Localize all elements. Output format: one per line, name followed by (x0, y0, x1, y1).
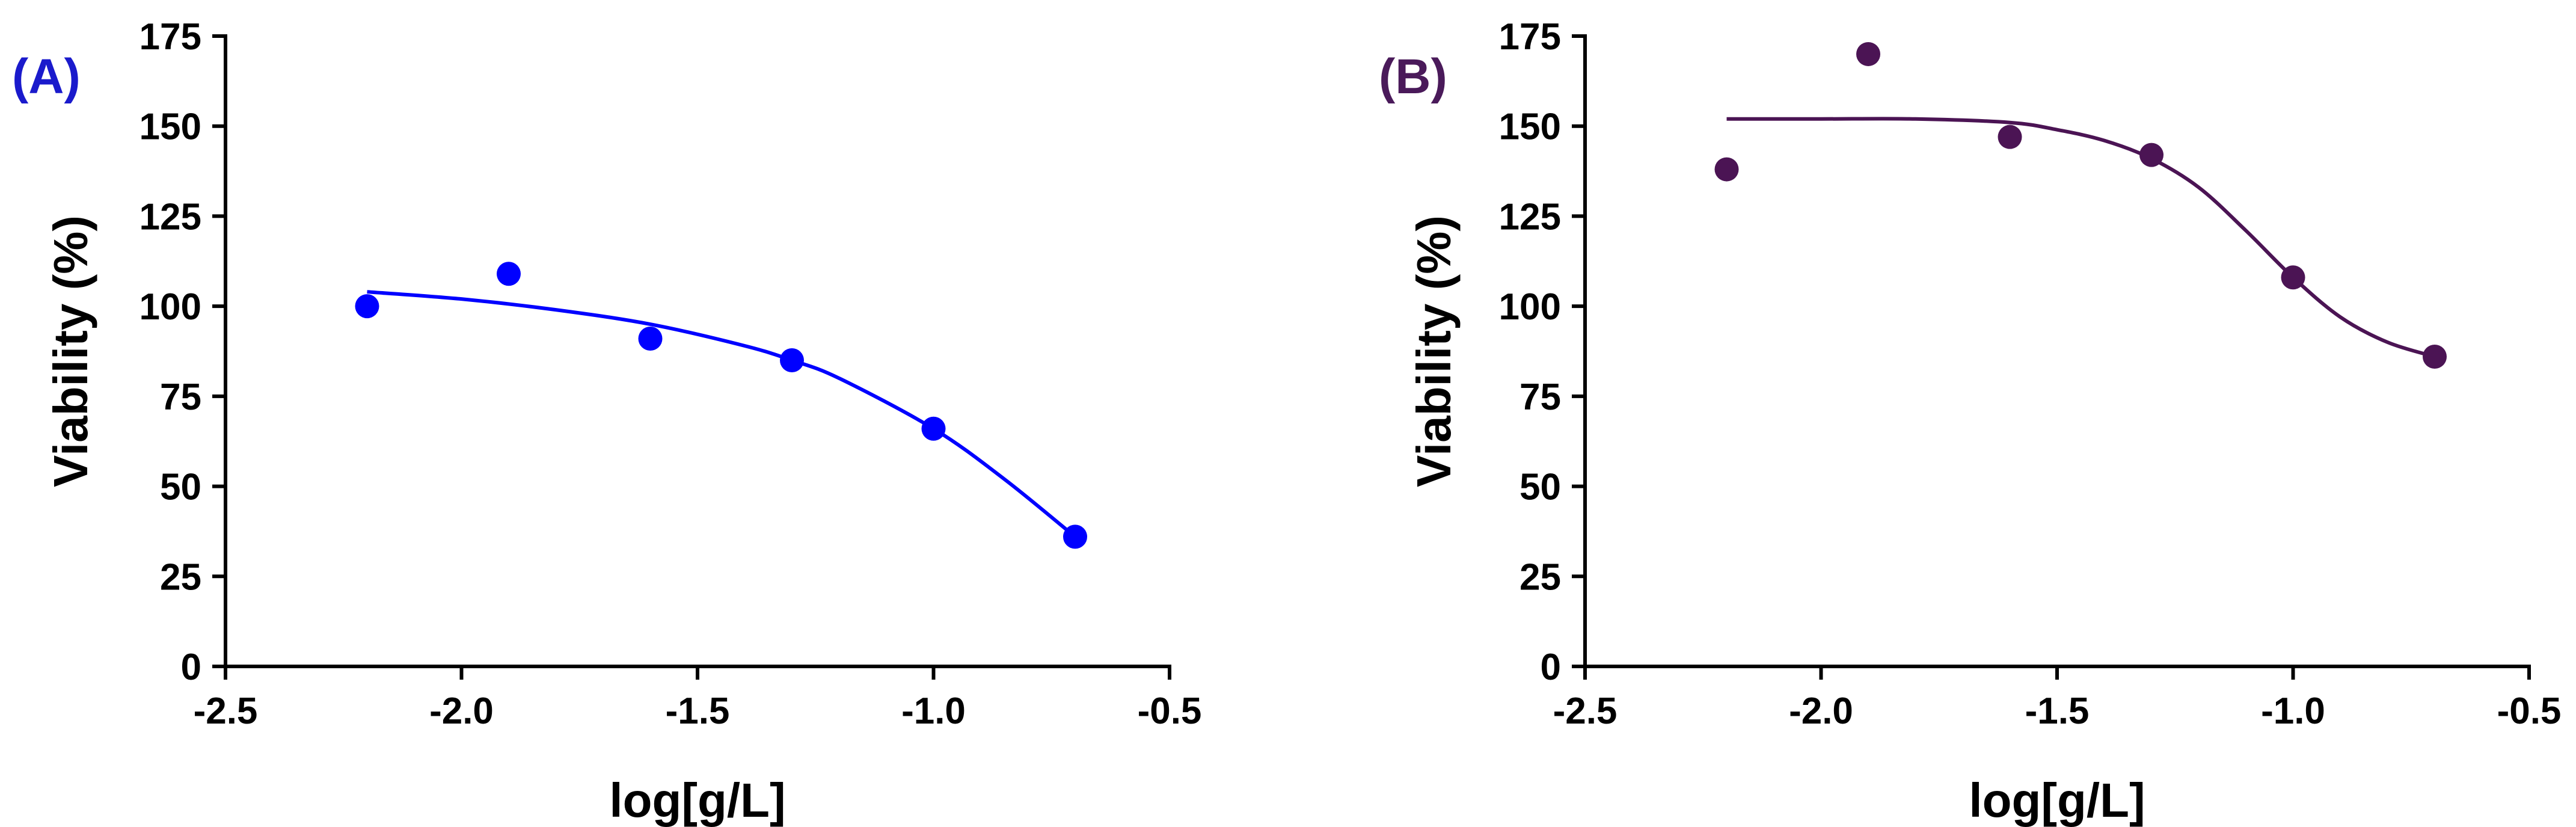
panel-b-fit-curve (1726, 117, 2435, 358)
panel-a-data-point (355, 294, 379, 319)
panel-b-data-point (1714, 157, 1739, 182)
panel-a-plot: 0 25 50 75 100 125 150 175 -2.5 -2.0 -1.5 -1.0 -0.5 (140, 16, 1202, 732)
panel-a-data-point (780, 348, 804, 372)
panel-b-x-tick-label: -2.5 (1553, 690, 1618, 732)
panel-b-data-point (1856, 42, 1880, 66)
panel-a-data-point (1063, 524, 1087, 549)
panel-a-x-tick-label: -0.5 (1138, 690, 1202, 732)
panel-a-x-tick-label: -2.5 (194, 690, 258, 732)
panel-b-y-tick-label: 50 (1520, 467, 1561, 508)
panel-a-data-point (921, 416, 946, 441)
panel-a-x-tick-label: -1.5 (666, 690, 730, 732)
panel-a-data-point (638, 327, 663, 351)
panel-b-data-point (2423, 344, 2447, 369)
panel-a-y-tick-label: 175 (140, 16, 201, 58)
panel-b-x-tick-label: -0.5 (2497, 690, 2562, 732)
panel-b-data-point (2139, 143, 2164, 167)
panel-a-y-tick-label: 75 (160, 377, 201, 418)
panel-b-x-axis-title: log[g/L] (1969, 773, 2145, 827)
panel-a-data-point (497, 262, 521, 286)
panel-a-y-tick-label: 125 (140, 196, 201, 238)
panel-b-y-tick-label: 125 (1499, 196, 1561, 238)
panel-a-x-axis-title: log[g/L] (609, 773, 785, 827)
panel-b-y-tick-label: 25 (1520, 556, 1561, 598)
panel-a-y-tick-label: 25 (160, 556, 201, 598)
panel-b-data-point (2281, 265, 2305, 290)
panel-b-x-tick-label: -2.0 (1789, 690, 1853, 732)
panel-a-y-tick-label: 150 (140, 106, 201, 148)
panel-b-x-tick-label: -1.5 (2025, 690, 2090, 732)
chart-panel-b: (B) 0 25 50 75 100 125 150 175 -2.5 -2.0 -1.5 -1.0 -… (1379, 16, 2561, 827)
panel-b-label: (B) (1379, 49, 1447, 104)
panel-a-x-tick-label: -1.0 (901, 690, 966, 732)
panel-b-y-tick-label: 75 (1520, 377, 1561, 418)
panel-b-y-axis-title: Viability (%) (1407, 215, 1461, 487)
panel-a-y-tick-label: 0 (181, 647, 201, 688)
panel-b-y-tick-label: 150 (1499, 106, 1561, 148)
panel-a-x-tick-label: -2.0 (429, 690, 494, 732)
panel-b-plot: 0 25 50 75 100 125 150 175 -2.5 -2.0 -1.5 -1.0 -0.5 (1499, 16, 2562, 732)
panel-b-y-tick-label: 100 (1499, 286, 1561, 328)
panel-a-y-tick-label: 100 (140, 286, 201, 328)
panel-b-y-tick-label: 0 (1541, 647, 1561, 688)
panel-b-x-tick-label: -1.0 (2261, 690, 2325, 732)
panel-a-label: (A) (12, 49, 81, 104)
panel-a-y-tick-label: 50 (160, 467, 201, 508)
chart-panel-a: (A) 0 25 50 75 100 125 150 175 -2.5 -2.0 -1.5 -1.0 -… (12, 16, 1201, 827)
panel-a-y-axis-title: Viability (%) (44, 215, 97, 487)
panel-a-fit-curve (367, 290, 1076, 538)
panel-b-y-tick-label: 175 (1499, 16, 1561, 58)
panel-b-data-point (1998, 125, 2022, 149)
